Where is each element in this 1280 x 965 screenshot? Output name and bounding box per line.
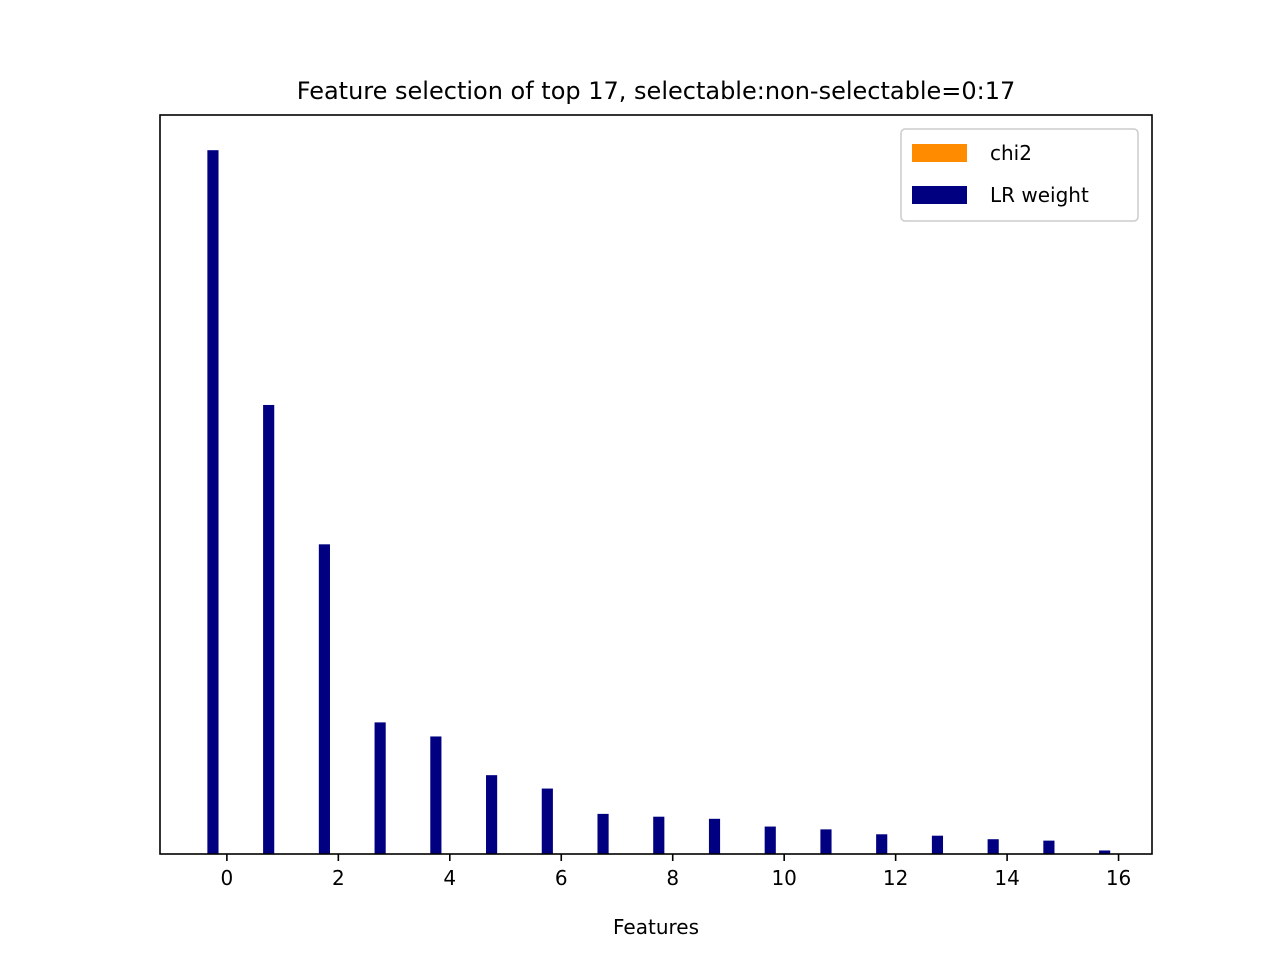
bar-lr-weight-9: [708, 818, 721, 854]
bar-lr-weight-1: [263, 404, 275, 854]
x-tick-label-8: 8: [666, 866, 679, 890]
x-tick-label-4: 4: [443, 866, 456, 890]
legend-swatch-lr-weight: [912, 186, 967, 204]
bar-lr-weight-7: [597, 813, 609, 854]
bar-lr-weight-12: [876, 834, 888, 854]
bars-layer: [207, 150, 1111, 854]
bar-lr-weight-4: [430, 736, 442, 854]
x-axis-label: Features: [613, 915, 699, 939]
x-tick-label-12: 12: [883, 866, 908, 890]
x-tick-label-6: 6: [555, 866, 568, 890]
bar-lr-weight-13: [931, 835, 944, 854]
legend-label-chi2: chi2: [990, 141, 1032, 165]
bar-lr-weight-5: [486, 775, 498, 854]
bar-lr-weight-6: [541, 788, 553, 854]
plot-frame: [159, 114, 1153, 855]
x-tick-label-16: 16: [1106, 866, 1131, 890]
x-tick-label-2: 2: [332, 866, 345, 890]
x-tick-label-10: 10: [771, 866, 796, 890]
bar-lr-weight-2: [318, 544, 330, 854]
legend-label-lr-weight: LR weight: [990, 183, 1089, 207]
bar-lr-weight-10: [764, 826, 776, 854]
x-tick-label-14: 14: [994, 866, 1019, 890]
bar-lr-weight-3: [374, 722, 386, 854]
bar-lr-weight-8: [653, 816, 665, 854]
bar-lr-weight-16: [1099, 850, 1111, 854]
legend: chi2 LR weight: [900, 128, 1139, 222]
bar-lr-weight-11: [820, 829, 832, 854]
bar-lr-weight-15: [1043, 840, 1055, 854]
x-axis-ticks: 0 2 4 6 8 10 12 14 16: [221, 854, 1131, 890]
legend-swatch-chi2: [912, 144, 967, 162]
x-tick-label-0: 0: [221, 866, 234, 890]
bar-lr-weight-14: [987, 839, 999, 854]
chart-title: Feature selection of top 17, selectable:…: [297, 77, 1016, 105]
bar-lr-weight-0: [207, 150, 219, 854]
